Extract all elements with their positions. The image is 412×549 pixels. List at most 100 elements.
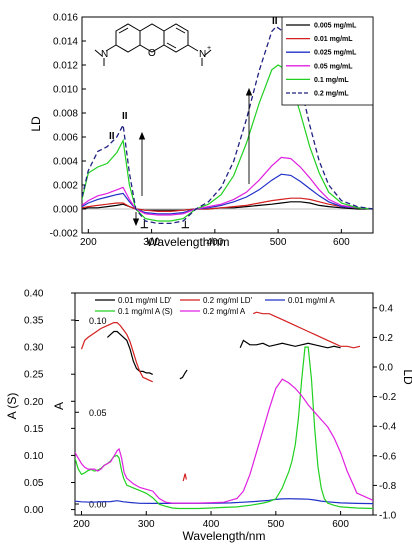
bottom-inner-y-axis-label: A [52,402,66,410]
bottom-left-y-tick-label: 0.25 [24,370,44,381]
annotation-parallel-1: II [109,131,115,142]
bottom-left-y-tick-label: 0.00 [24,505,44,516]
bottom-inner-y-axis: 0.00 0.05 0.10 [75,316,107,509]
bottom-series-line-2-segment-1 [80,322,153,383]
bottom-x-tick-label: 400 [203,519,220,530]
top-y-tick-label: 0.006 [53,133,78,144]
top-x-tick-label: 500 [270,237,287,248]
bottom-right-y-tick-label: -1.0 [379,511,397,522]
top-legend: 0.005 mg/mL 0.01 mg/mL 0.025 mg/mL 0.05 mg/… [281,16,374,106]
bottom-legend-label: 0.01 mg/ml A [288,296,335,305]
annotation-arrows [132,87,253,227]
annotation-perpendicular-1: ⊥ [140,220,149,231]
top-legend-label: 0.1 mg/mL [314,77,349,84]
top-chart: 200 300 400 500 600 -0.002 0.000 0.002 0.004 0.0… [29,13,374,249]
bottom-legend-label: 0.1 mg/ml A (S) [118,307,173,316]
top-series-lines [82,25,373,225]
bottom-right-y-tick-label: 0.4 [379,303,393,314]
molecule-bond [187,44,199,52]
top-legend-label: 0.05 mg/mL [314,63,353,70]
bottom-chart: 200 300 400 500 600 0.00 0.05 0.10 0.15 0.20 0.25… [5,289,412,544]
annotation-parallel-2: II [122,111,128,122]
bottom-inner-y-tick-label: 0.00 [89,499,107,509]
molecule-atom-n-left: N [101,49,108,60]
bottom-right-y-tick-label: -0.2 [379,392,397,403]
bottom-x-axis: 200 300 400 500 600 [73,511,349,530]
annotation-perpendicular-2: ⊥ [181,220,190,231]
bottom-series-line-5 [75,378,373,504]
molecule-charge: + [207,45,211,52]
top-y-tick-label: 0.014 [53,37,78,48]
bottom-series-lines [75,311,373,510]
bottom-right-y-tick-label: -0.8 [379,481,397,492]
top-plot-area [81,16,374,234]
bottom-series-line-1-segment-1 [106,330,153,375]
bottom-left-y-tick-label: 0.20 [24,397,44,408]
molecule-double-bond [166,42,177,49]
top-y-axis-label: LD [29,116,43,132]
top-x-tick-label: 600 [333,237,350,248]
bottom-right-y-tick-label: 0.2 [379,333,393,344]
top-y-tick-label: -0.002 [50,229,79,240]
top-x-tick-label: 400 [207,237,224,248]
bottom-right-y-tick-label: -0.4 [379,422,397,433]
bottom-legend-label: 0.01 mg/ml LD' [118,296,172,305]
bottom-series-line-3 [75,498,373,505]
top-y-tick-label: 0.002 [53,181,78,192]
bottom-x-tick-label: 300 [138,519,155,530]
bottom-right-y-axis: 0.4 0.2 0.0 -0.2 -0.4 -0.6 -0.8 -1.0 [373,303,397,522]
bottom-x-axis-label: Wavelength/nm [183,529,266,543]
top-y-tick-label: 0.016 [53,13,78,24]
bottom-series-line-1-segment-2 [179,369,188,380]
bottom-legend-label: 0.2 mg/ml LD' [203,296,253,305]
top-y-tick-label: 0.004 [53,157,78,168]
annotation-parallel-3: II [272,16,278,27]
bottom-series-line-1-segment-3 [239,339,341,349]
molecule-methyl [94,49,103,57]
bottom-legend-label: 0.2 mg/ml A [203,307,246,316]
bottom-left-y-tick-label: 0.15 [24,424,44,435]
bottom-right-y-tick-label: -0.6 [379,451,397,462]
bottom-left-y-tick-label: 0.40 [24,289,44,300]
top-legend-label: 0.005 mg/mL [314,23,357,30]
bottom-left-y-axis: 0.00 0.05 0.10 0.15 0.20 0.25 0.30 0.35 0.40 [24,289,75,516]
top-series-line-2 [82,197,373,212]
top-legend-label: 0.025 mg/mL [314,50,357,57]
top-plot-frame [81,16,374,234]
top-legend-label: 0.2 mg/mL [314,91,349,98]
top-x-tick-label: 300 [143,237,160,248]
top-x-axis-label: Wavelength/nm [147,235,230,249]
top-series-line-6 [82,25,373,225]
bottom-series-line-2-segment-3 [252,311,361,349]
bottom-left-y-tick-label: 0.05 [24,478,44,489]
molecule-bond [105,44,117,52]
bottom-left-y-axis-label: A (S) [5,393,19,420]
arrow-head [132,218,140,227]
top-series-line-4 [82,156,373,216]
molecule-structure [94,23,212,66]
top-y-tick-label: 0.000 [53,205,78,216]
bottom-left-y-tick-label: 0.30 [24,343,44,354]
molecule-methyl [203,49,212,57]
top-series-line-3 [82,173,373,215]
bottom-x-tick-label: 500 [267,519,284,530]
molecule-atom-o: O [148,48,156,59]
bottom-inner-y-tick-label: 0.05 [89,408,107,418]
top-y-axis: -0.002 0.000 0.002 0.004 0.006 0.008 0.010 0.01… [50,13,86,240]
bottom-legend: 0.01 mg/ml LD' 0.2 mg/ml LD' 0.01 mg/ml A 0… [95,296,335,316]
bottom-x-tick-label: 200 [73,519,90,530]
top-x-tick-label: 200 [80,237,97,248]
bottom-right-y-axis-label: LD [401,369,412,385]
top-y-tick-label: 0.008 [53,109,78,120]
top-y-tick-label: 0.012 [53,61,78,72]
bottom-series-line-2-segment-2 [182,473,187,482]
top-legend-label: 0.01 mg/mL [314,36,353,43]
top-x-axis: 200 300 400 500 600 [80,229,350,248]
bottom-x-tick-label: 600 [332,519,349,530]
bottom-plot-frame [74,292,374,516]
molecule-double-bond [175,27,186,34]
bottom-left-y-tick-label: 0.10 [24,451,44,462]
molecule-atom-n-right: N [199,49,206,60]
bottom-right-y-tick-label: 0.0 [379,363,393,374]
